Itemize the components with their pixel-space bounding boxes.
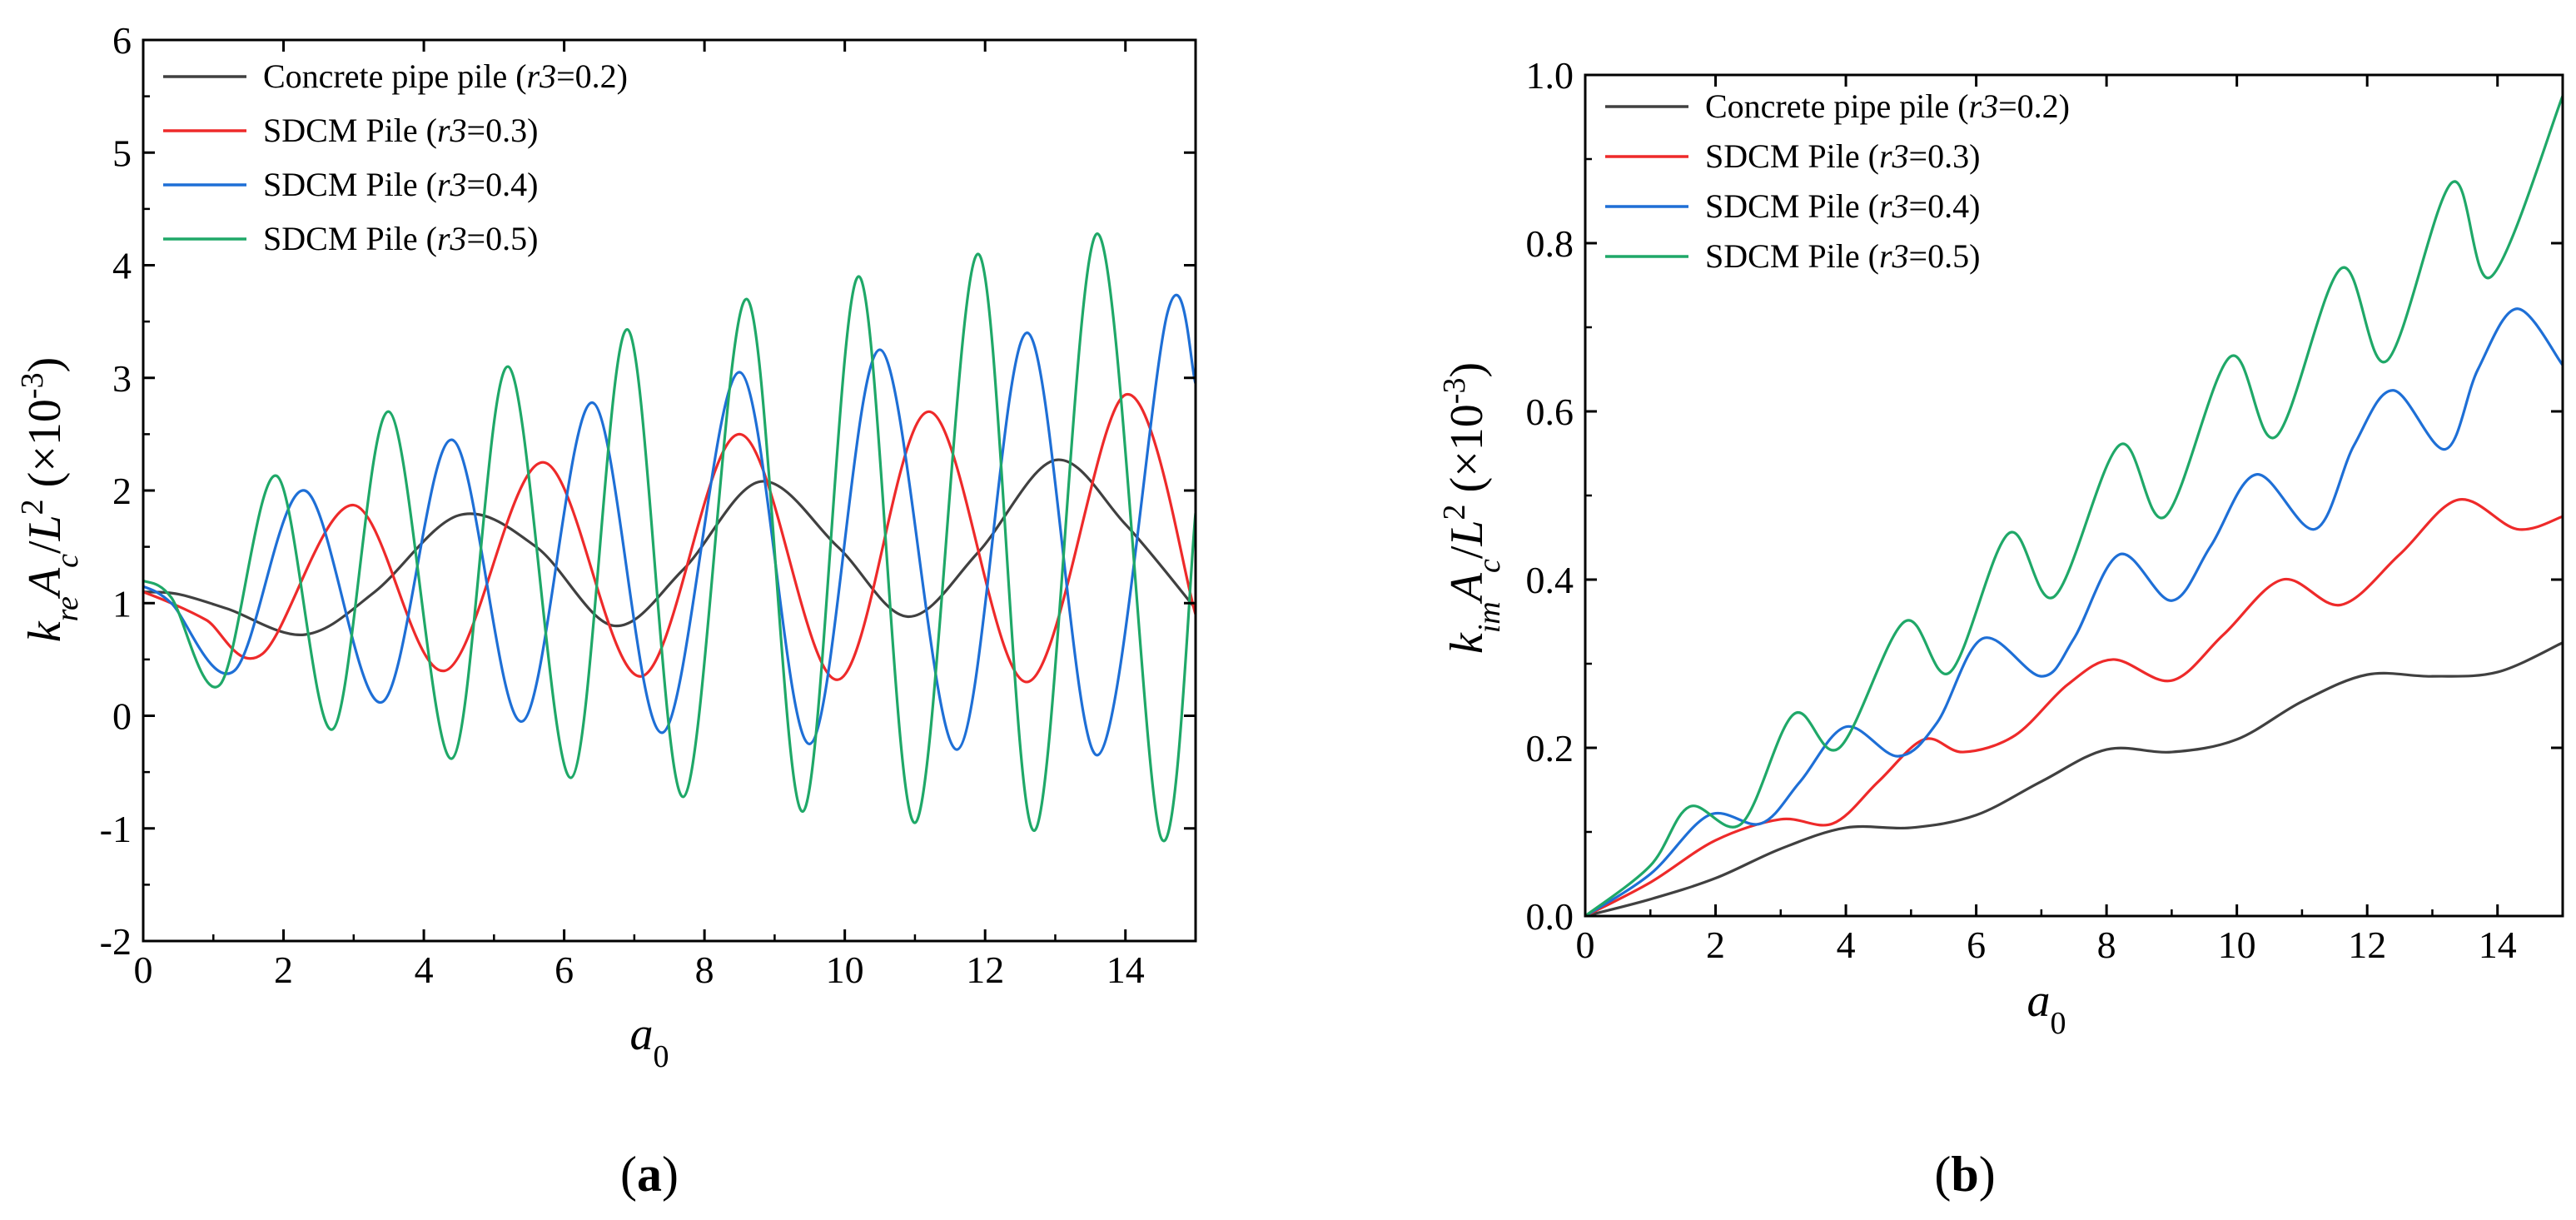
series-line-a-0 <box>143 458 1196 636</box>
y-tick-label-a-8: 6 <box>112 19 132 62</box>
panel-label-b: (b) <box>1934 1147 1995 1202</box>
y-tick-label-b-0: 0.0 <box>1526 895 1574 938</box>
series-line-a-1 <box>143 393 1196 684</box>
legend-entry-b-2: SDCM Pile (r3=0.4) <box>1705 187 1980 225</box>
x-tick-label-a-0: 0 <box>134 949 153 991</box>
x-tick-label-b-3: 6 <box>1967 924 1986 966</box>
y-axis-label-b: kimAc/L2 (×10-3) <box>1437 362 1507 654</box>
series-line-b-1 <box>1585 498 2563 916</box>
series-line-b-2 <box>1585 307 2563 916</box>
panel-b: 0 2 4 6 8 10 12 14 0.0 0.2 0.4 0.6 0.8 1.0 Concrete p… <box>1437 54 2564 1202</box>
x-tick-label-a-6: 12 <box>966 949 1004 991</box>
y-tick-label-a-7: 5 <box>112 132 132 174</box>
series-line-a-3 <box>143 232 1196 843</box>
x-axis-label-a: a0 <box>630 1008 669 1074</box>
y-tick-label-a-1: -1 <box>100 808 132 850</box>
y-tick-label-a-4: 2 <box>112 470 132 512</box>
y-tick-label-a-6: 4 <box>112 245 132 287</box>
series-line-b-0 <box>1585 641 2563 916</box>
x-tick-label-a-2: 4 <box>415 949 434 991</box>
x-tick-label-a-5: 10 <box>826 949 864 991</box>
x-tick-label-b-7: 14 <box>2479 924 2517 966</box>
y-tick-label-a-0: -2 <box>100 920 132 963</box>
x-tick-label-b-2: 4 <box>1837 924 1856 966</box>
x-axis-label-b: a0 <box>2027 975 2066 1041</box>
legend-entry-a-2: SDCM Pile (r3=0.4) <box>263 166 538 203</box>
legend-entry-b-3: SDCM Pile (r3=0.5) <box>1705 237 1980 275</box>
legend-entry-b-0: Concrete pipe pile (r3=0.2) <box>1705 87 2070 125</box>
x-tick-label-b-0: 0 <box>1576 924 1595 966</box>
x-tick-label-b-1: 2 <box>1706 924 1725 966</box>
series-line-b-3 <box>1585 95 2563 916</box>
y-tick-label-b-3: 0.6 <box>1526 391 1574 433</box>
x-tick-label-a-7: 14 <box>1106 949 1145 991</box>
y-tick-label-b-1: 0.2 <box>1526 727 1574 769</box>
legend-entry-a-0: Concrete pipe pile (r3=0.2) <box>263 57 628 95</box>
y-tick-label-b-2: 0.4 <box>1526 559 1574 601</box>
y-tick-label-a-3: 1 <box>112 582 132 625</box>
y-tick-label-b-5: 1.0 <box>1526 54 1574 97</box>
y-tick-label-a-5: 3 <box>112 357 132 400</box>
legend-entry-b-1: SDCM Pile (r3=0.3) <box>1705 137 1980 175</box>
legend-entry-a-3: SDCM Pile (r3=0.5) <box>263 220 538 257</box>
y-axis-label-a: kreAc/L2 (×10-3) <box>15 357 85 642</box>
y-tick-label-b-4: 0.8 <box>1526 222 1574 265</box>
x-tick-label-b-6: 12 <box>2348 924 2386 966</box>
x-tick-label-a-3: 6 <box>554 949 574 991</box>
panel-label-a: (a) <box>620 1147 679 1202</box>
series-line-a-2 <box>143 293 1196 757</box>
x-tick-label-b-4: 8 <box>2097 924 2116 966</box>
legend-entry-a-1: SDCM Pile (r3=0.3) <box>263 112 538 149</box>
x-tick-label-a-1: 2 <box>274 949 293 991</box>
x-tick-label-b-5: 10 <box>2218 924 2256 966</box>
y-tick-label-a-2: 0 <box>112 695 132 738</box>
x-tick-label-a-4: 8 <box>695 949 714 991</box>
